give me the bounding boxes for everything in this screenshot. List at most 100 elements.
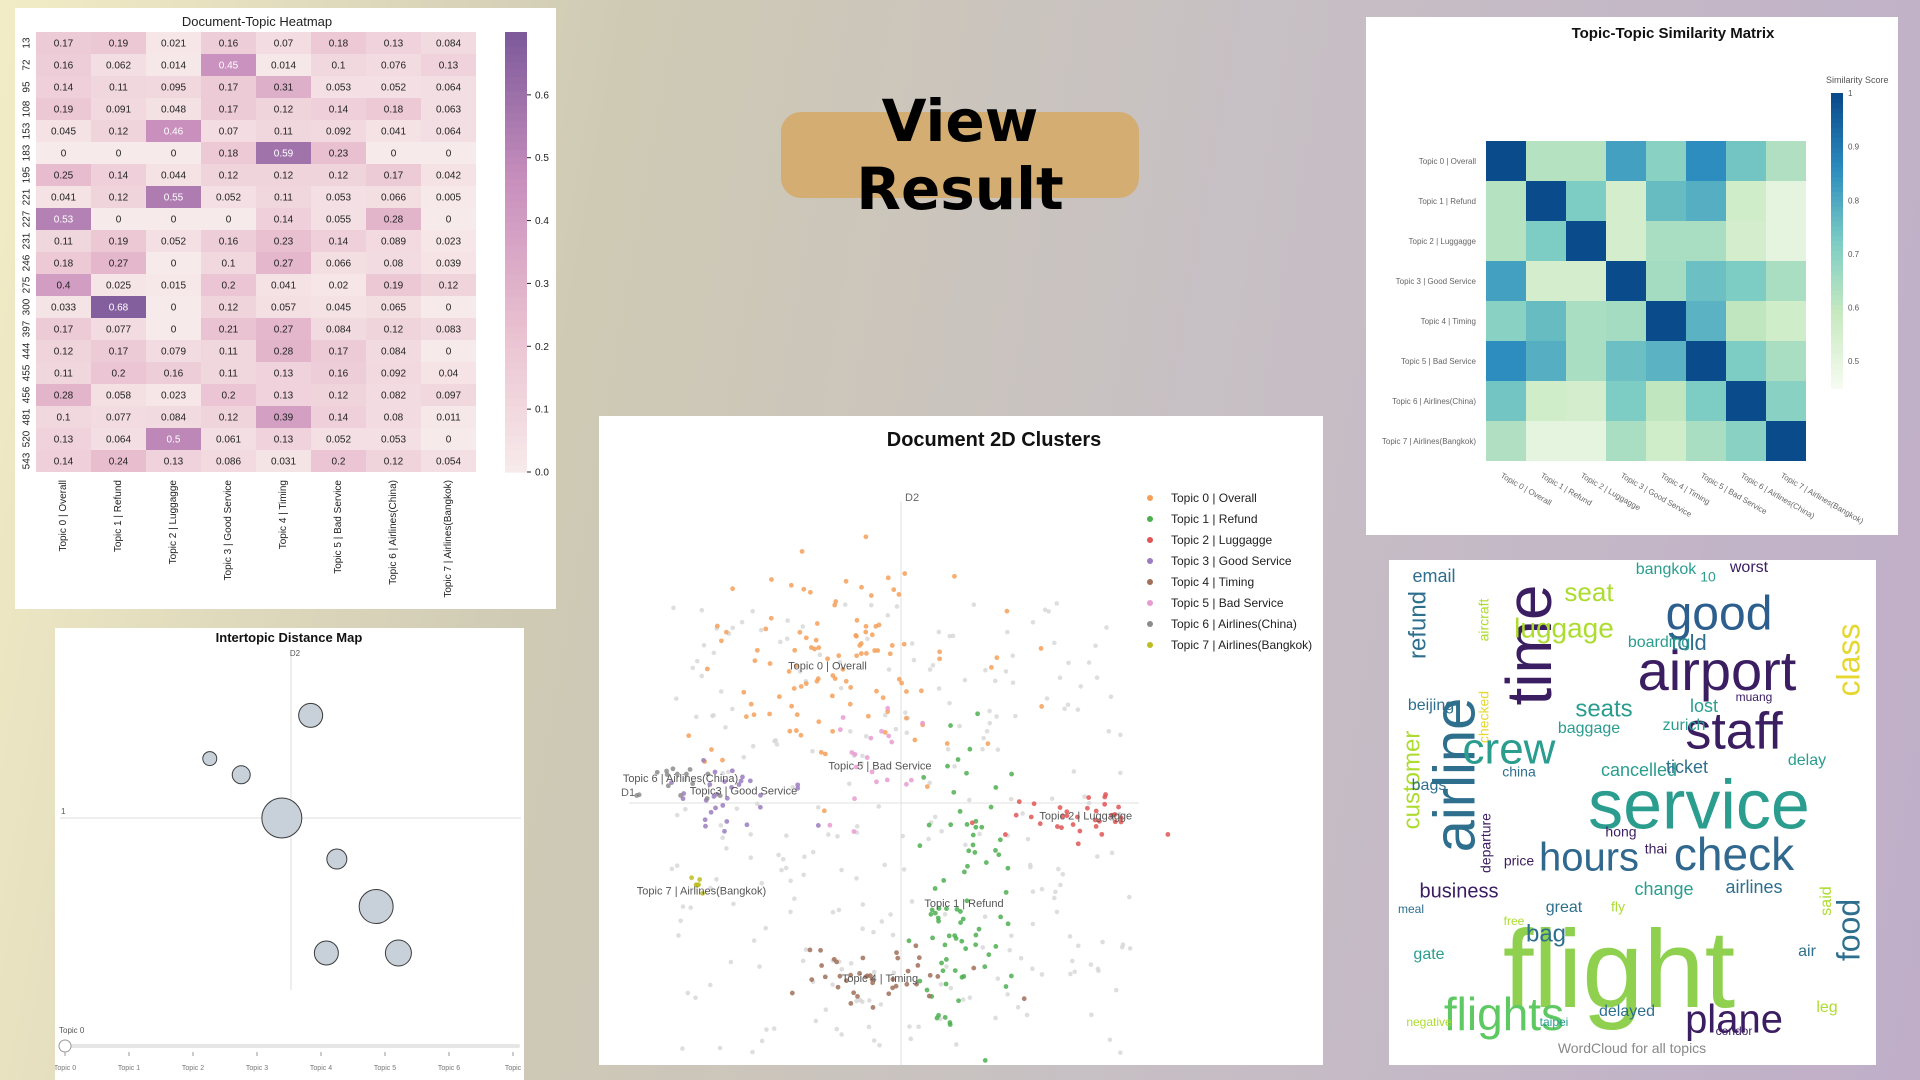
clusters-background-point bbox=[1127, 946, 1133, 951]
heatmap-colorbar-segment bbox=[505, 347, 527, 356]
clusters-point bbox=[964, 822, 970, 827]
heatmap-cell bbox=[421, 230, 476, 252]
heatmap-cell bbox=[36, 230, 91, 252]
clusters-point bbox=[803, 681, 809, 687]
heatmap-cell-label: 0 bbox=[226, 215, 232, 226]
clusters-point bbox=[741, 689, 747, 695]
clusters-point bbox=[743, 714, 749, 720]
clusters-point bbox=[816, 719, 822, 725]
heatmap-cell-label: 0.24 bbox=[109, 457, 129, 468]
clusters-point bbox=[1103, 792, 1109, 797]
clusters-point bbox=[932, 910, 938, 916]
clusters-background-point bbox=[926, 836, 931, 842]
clusters-point bbox=[859, 584, 864, 590]
wordcloud-word: delayed bbox=[1599, 1003, 1655, 1020]
clusters-background-point bbox=[750, 1049, 755, 1055]
heatmap-cell-label: 0 bbox=[446, 303, 452, 314]
heatmap-cell bbox=[256, 384, 311, 406]
clusters-background-point bbox=[674, 863, 680, 869]
clusters-background-point bbox=[810, 748, 815, 754]
clusters-background-point bbox=[916, 1024, 921, 1030]
similarity-colorbar-label: 0.7 bbox=[1848, 250, 1860, 259]
heatmap-row-label: 231 bbox=[22, 232, 33, 249]
heatmap-cell-label: 0.13 bbox=[54, 435, 74, 446]
similarity-cell bbox=[1646, 141, 1686, 181]
heatmap-cell bbox=[366, 230, 421, 252]
clusters-point bbox=[869, 769, 875, 775]
clusters-point bbox=[952, 573, 957, 579]
heatmap-cell-label: 0.14 bbox=[54, 83, 74, 94]
heatmap-column-label: Topic 0 | Overall bbox=[58, 480, 69, 552]
clusters-point bbox=[982, 1057, 988, 1063]
wordcloud-word: customer bbox=[1398, 731, 1425, 830]
clusters-point bbox=[943, 957, 949, 962]
intertopic-slider-tick-label: Topic 5 bbox=[374, 1065, 396, 1072]
clusters-point bbox=[1112, 819, 1118, 825]
heatmap-column-label: Topic 3 | Good Service bbox=[223, 480, 234, 581]
similarity-cell bbox=[1566, 421, 1606, 461]
heatmap-colorbar-segment bbox=[505, 105, 527, 114]
heatmap-colorbar-segment bbox=[505, 120, 527, 128]
heatmap-cell bbox=[146, 362, 201, 384]
heatmap-colorbar-segment bbox=[505, 200, 527, 209]
clusters-point bbox=[754, 647, 760, 653]
clusters-background-point bbox=[939, 828, 944, 834]
wordcloud-word: price bbox=[1504, 853, 1535, 869]
clusters-point bbox=[748, 701, 754, 707]
clusters-background-point bbox=[1100, 939, 1105, 945]
clusters-legend-marker bbox=[1147, 516, 1153, 522]
clusters-point bbox=[924, 784, 930, 789]
view-result-button[interactable]: View Result bbox=[781, 87, 1139, 223]
clusters-point bbox=[869, 632, 875, 638]
clusters-point bbox=[1075, 841, 1081, 847]
clusters-point bbox=[914, 981, 919, 987]
similarity-cell bbox=[1566, 141, 1606, 181]
clusters-background-point bbox=[711, 650, 717, 656]
similarity-cell bbox=[1486, 261, 1526, 301]
clusters-legend-label: Topic 0 | Overall bbox=[1171, 491, 1257, 505]
clusters-background-point bbox=[947, 633, 953, 639]
similarity-cell bbox=[1766, 221, 1806, 261]
heatmap-cell bbox=[366, 450, 421, 472]
heatmap-cell-label: 0.18 bbox=[329, 39, 349, 50]
heatmap-cell-label: 0.17 bbox=[54, 325, 74, 336]
wordcloud-word: change bbox=[1634, 879, 1693, 899]
clusters-point bbox=[848, 1000, 854, 1006]
wordcloud-word: 10 bbox=[1700, 569, 1716, 585]
heatmap-cell bbox=[311, 164, 366, 186]
clusters-legend-marker bbox=[1147, 621, 1153, 627]
similarity-colorbar-segment bbox=[1831, 132, 1843, 138]
clusters-background-point bbox=[948, 985, 954, 991]
heatmap-cell-label: 0.45 bbox=[219, 61, 239, 72]
clusters-point bbox=[792, 647, 798, 653]
clusters-background-point bbox=[801, 872, 806, 878]
clusters-background-point bbox=[1008, 796, 1014, 802]
heatmap-colorbar-segment bbox=[505, 149, 527, 158]
clusters-background-point bbox=[907, 1024, 912, 1029]
clusters-background-point bbox=[790, 784, 796, 790]
clusters-point bbox=[836, 653, 842, 659]
similarity-colorbar-segment bbox=[1831, 122, 1843, 129]
clusters-point bbox=[917, 843, 923, 849]
heatmap-cell bbox=[36, 252, 91, 274]
similarity-cell bbox=[1526, 301, 1566, 341]
clusters-background-point bbox=[909, 899, 915, 904]
heatmap-cell-label: 0.27 bbox=[109, 259, 129, 270]
heatmap-colorbar-segment bbox=[505, 76, 527, 84]
clusters-point bbox=[843, 578, 849, 584]
heatmap-cell bbox=[421, 186, 476, 208]
wordcloud-word: great bbox=[1546, 899, 1583, 916]
wordcloud-word: refund bbox=[1404, 591, 1431, 659]
heatmap-cell bbox=[421, 296, 476, 318]
clusters-background-point bbox=[1072, 969, 1078, 975]
heatmap-cell-label: 0.12 bbox=[384, 457, 404, 468]
similarity-cell bbox=[1486, 141, 1526, 181]
heatmap-cell bbox=[256, 406, 311, 428]
similarity-colorbar-segment bbox=[1831, 270, 1843, 276]
clusters-point bbox=[1005, 865, 1011, 871]
heatmap-colorbar-segment bbox=[505, 376, 527, 385]
clusters-point bbox=[1031, 801, 1037, 807]
clusters-background-point bbox=[944, 964, 949, 969]
clusters-background-point bbox=[1015, 1004, 1021, 1010]
similarity-title: Topic-Topic Similarity Matrix bbox=[1572, 25, 1775, 42]
